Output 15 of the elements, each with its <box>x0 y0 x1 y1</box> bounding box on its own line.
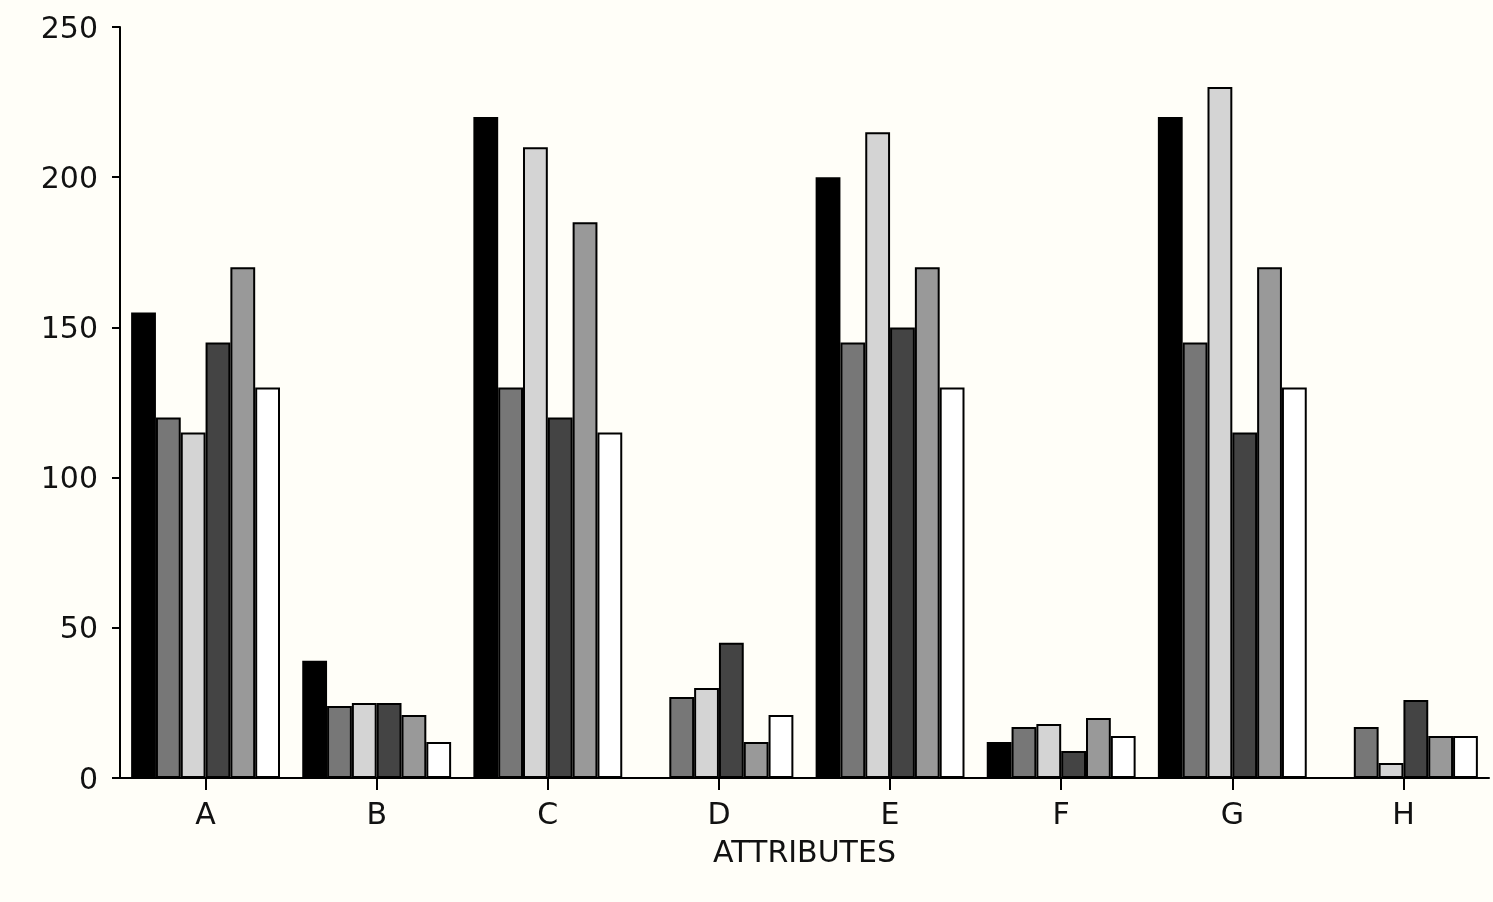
x-tick-label: D <box>707 795 731 831</box>
x-tick-label: H <box>1392 795 1415 831</box>
x-axis-title: ATTRIBUTES <box>713 833 896 869</box>
x-tick-label: A <box>195 795 217 831</box>
x-tick-label: G <box>1220 795 1244 831</box>
x-tick-label: B <box>366 795 387 831</box>
y-tick-label: 100 <box>40 460 98 496</box>
x-tick-label: E <box>880 795 900 831</box>
y-tick-label: 0 <box>78 760 98 796</box>
y-tick-label: 250 <box>40 9 98 45</box>
y-tick-label: 50 <box>59 610 98 646</box>
x-tick-label: C <box>537 795 559 831</box>
x-tick-label: F <box>1052 795 1070 831</box>
y-tick-label: 150 <box>40 309 98 345</box>
y-tick-label: 200 <box>40 159 98 195</box>
